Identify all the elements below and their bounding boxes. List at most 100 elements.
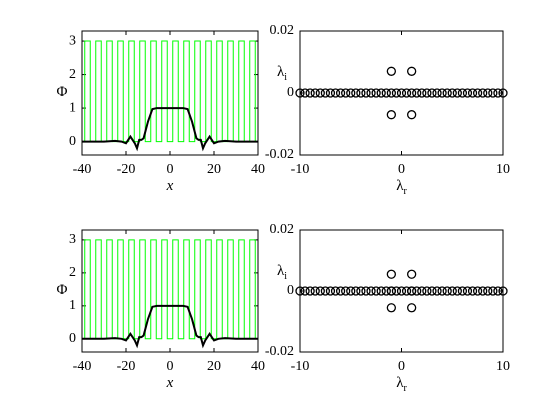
data-point	[315, 286, 325, 296]
data-line	[82, 40, 258, 143]
data-point	[346, 88, 356, 98]
data-point	[406, 286, 417, 296]
xlabel-base: λ	[396, 375, 404, 391]
x-tick-label: -20	[117, 162, 136, 177]
data-point	[472, 88, 483, 98]
y-tick-label: 0	[287, 85, 294, 100]
data-point	[396, 286, 407, 296]
data-point	[391, 88, 402, 98]
data-point	[310, 88, 320, 98]
subplot: -40 -20 0 20 40 0 1 2 3	[69, 30, 265, 177]
data-point	[366, 286, 376, 296]
axes-box	[299, 30, 504, 156]
data-point	[371, 286, 381, 296]
data-point	[361, 88, 371, 98]
y-tick-label: 2	[69, 67, 76, 82]
x-tick-label: 0	[398, 162, 405, 177]
data-point	[366, 88, 376, 98]
data-point	[447, 88, 457, 98]
data-point	[467, 286, 478, 296]
y-tick-label: 0.02	[270, 23, 295, 38]
data-point	[346, 286, 356, 296]
data-point	[386, 269, 397, 279]
data-point	[356, 286, 366, 296]
axes-box	[81, 229, 259, 353]
ylabel-base: Φ	[57, 282, 68, 298]
data-point	[305, 286, 315, 296]
data-point	[452, 88, 462, 98]
data-point	[320, 88, 331, 98]
data-point	[396, 88, 407, 98]
y-tick-label: 0	[69, 134, 76, 149]
data-line	[82, 107, 258, 152]
data-point	[498, 88, 508, 98]
data-point	[406, 66, 417, 76]
data-point	[386, 303, 397, 313]
y-tick-label: 3	[69, 232, 76, 247]
x-tick-label: -10	[291, 162, 310, 177]
y-tick-label: -0.02	[265, 344, 294, 359]
data-point	[452, 286, 462, 296]
data-point	[442, 286, 452, 296]
data-point	[457, 286, 468, 296]
data-point	[406, 303, 417, 313]
y-tick-label: 1	[69, 100, 76, 115]
data-point	[493, 88, 503, 98]
y-tick-label: 0	[287, 283, 294, 298]
ylabel: λi	[277, 64, 287, 83]
data-point	[467, 88, 478, 98]
xlabel-base: λ	[396, 178, 404, 194]
data-point	[295, 286, 305, 296]
axes-box	[299, 229, 504, 353]
x-tick-label: -10	[291, 359, 310, 374]
data-point	[422, 286, 432, 296]
xlabel-base: x	[166, 178, 174, 194]
x-tick-label: 40	[251, 359, 265, 374]
subplot: -40 -20 0 20 40 0 1 2 3	[69, 229, 265, 374]
ylabel: λi	[277, 263, 287, 282]
data-point	[483, 286, 493, 296]
data-point	[341, 88, 351, 98]
data-point	[427, 286, 437, 296]
x-tick-label: 0	[398, 359, 405, 374]
ylabel: Φ	[57, 84, 68, 100]
data-point	[406, 88, 417, 98]
data-point	[356, 88, 366, 98]
x-tick-label: -20	[117, 359, 136, 374]
ylabel: Φ	[57, 282, 68, 298]
xlabel-base: x	[166, 375, 174, 391]
data-point	[381, 286, 391, 296]
data-point	[325, 286, 336, 296]
data-point	[422, 88, 432, 98]
data-point	[447, 286, 457, 296]
xlabel: x	[166, 178, 174, 194]
data-point	[341, 286, 351, 296]
xlabel: x	[166, 375, 174, 391]
x-tick-label: 20	[207, 162, 221, 177]
subplot: -10 0 10 -0.02 0 0.02	[265, 23, 510, 177]
y-tick-label: 1	[69, 298, 76, 313]
ylabel-base: Φ	[57, 84, 68, 100]
data-point	[427, 88, 437, 98]
y-tick-label: 3	[69, 33, 76, 48]
data-point	[371, 88, 381, 98]
y-tick-label: 0.02	[270, 222, 295, 237]
data-point	[351, 88, 361, 98]
data-point	[488, 286, 498, 296]
xlabel-subscript: r	[403, 186, 407, 197]
x-tick-label: 0	[167, 162, 174, 177]
axes-box	[81, 30, 259, 156]
x-tick-label: 10	[496, 359, 510, 374]
data-point	[325, 88, 336, 98]
data-point	[295, 88, 305, 98]
data-point	[478, 88, 488, 98]
data-point	[432, 286, 442, 296]
data-point	[361, 286, 371, 296]
y-tick-label: 0	[69, 331, 76, 346]
y-tick-label: -0.02	[265, 147, 294, 162]
ylabel-subscript: i	[284, 72, 287, 83]
data-point	[462, 88, 473, 98]
data-point	[376, 88, 386, 98]
data-point	[401, 286, 412, 296]
x-tick-label: 0	[167, 359, 174, 374]
